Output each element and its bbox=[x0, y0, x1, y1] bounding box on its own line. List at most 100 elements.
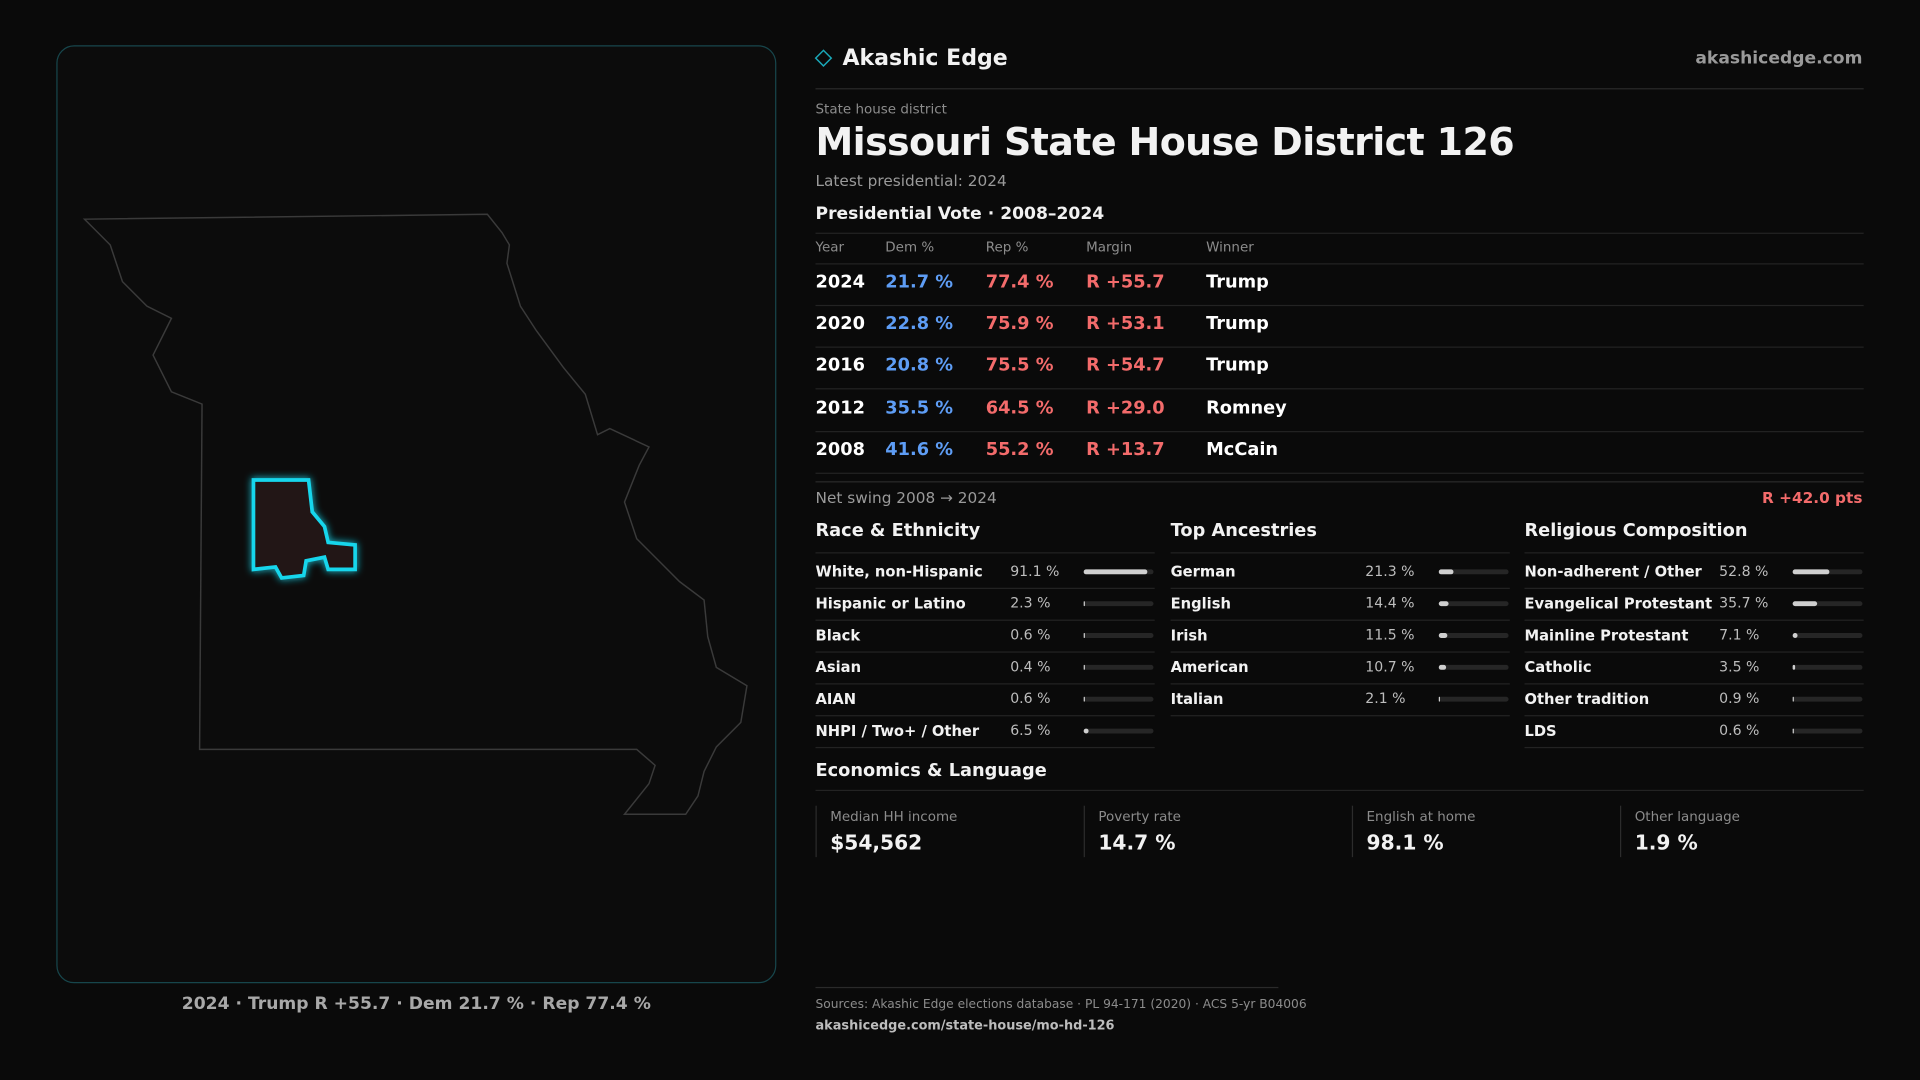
divider bbox=[815, 552, 1155, 554]
bar bbox=[1792, 696, 1794, 702]
bar-track bbox=[1438, 633, 1509, 638]
divider bbox=[815, 746, 1155, 749]
sources: Sources: Akashic Edge elections database… bbox=[815, 997, 1307, 1012]
stat-value: $54,562 bbox=[830, 831, 923, 855]
state-outline bbox=[82, 213, 748, 816]
table-cell: R +13.7 bbox=[1086, 440, 1165, 460]
swing-value: R +42.0 pts bbox=[1762, 488, 1863, 507]
divider bbox=[815, 304, 1864, 307]
table-cell: 21.7 % bbox=[885, 272, 954, 293]
item-name: Evangelical Protestant bbox=[1524, 595, 1713, 613]
bar bbox=[1792, 633, 1798, 638]
divider bbox=[1170, 552, 1510, 554]
item-value: 52.8 % bbox=[1719, 562, 1769, 580]
column-header: Margin bbox=[1086, 239, 1133, 256]
divider bbox=[815, 346, 1864, 348]
table-cell: Trump bbox=[1206, 356, 1269, 377]
stat-value: 98.1 % bbox=[1366, 831, 1444, 855]
column-header: Rep % bbox=[985, 239, 1029, 256]
table-cell: 22.8 % bbox=[885, 314, 954, 335]
bar-track bbox=[1083, 601, 1154, 607]
item-name: Mainline Protestant bbox=[1524, 626, 1689, 645]
bar-track bbox=[1438, 664, 1509, 670]
stat-border bbox=[1620, 805, 1622, 858]
item-value: 2.1 % bbox=[1365, 689, 1406, 707]
item-value: 0.6 % bbox=[1719, 721, 1760, 739]
item-value: 3.5 % bbox=[1719, 657, 1760, 676]
divider bbox=[815, 651, 1155, 653]
stat-value: 14.7 % bbox=[1098, 831, 1176, 855]
divider bbox=[1170, 619, 1510, 621]
divider bbox=[815, 715, 1155, 717]
item-name: Non-adherent / Other bbox=[1524, 563, 1702, 581]
stat-label: Other language bbox=[1634, 808, 1740, 825]
bar-track bbox=[1438, 569, 1509, 575]
table-cell: Romney bbox=[1206, 398, 1287, 418]
item-name: White, non-Hispanic bbox=[815, 563, 983, 581]
table-cell: 77.4 % bbox=[985, 272, 1054, 293]
table-cell: R +29.0 bbox=[1086, 398, 1165, 418]
item-value: 7.1 % bbox=[1719, 626, 1760, 644]
group-title: Religious Composition bbox=[1524, 521, 1748, 541]
table-cell: 35.5 % bbox=[885, 398, 954, 418]
brand-name: Akashic Edge bbox=[842, 45, 1008, 72]
table-cell: 41.6 % bbox=[885, 440, 954, 460]
item-value: 0.6 % bbox=[1010, 626, 1051, 644]
divider bbox=[815, 619, 1155, 621]
divider bbox=[815, 472, 1864, 474]
swing-label: Net swing 2008 → 2024 bbox=[815, 488, 997, 507]
divider bbox=[1524, 651, 1864, 653]
item-name: AIAN bbox=[815, 690, 857, 708]
item-name: Hispanic or Latino bbox=[815, 595, 966, 613]
stat-label: Median HH income bbox=[830, 808, 958, 825]
stat-border bbox=[815, 805, 817, 858]
bar bbox=[1438, 569, 1454, 575]
map-caption: 2024 · Trump R +55.7 · Dem 21.7 % · Rep … bbox=[181, 994, 651, 1014]
item-name: Catholic bbox=[1524, 658, 1592, 676]
item-name: Irish bbox=[1170, 626, 1208, 645]
divider bbox=[1524, 683, 1864, 685]
kicker: State house district bbox=[815, 101, 947, 117]
district-title: Missouri State House District 126 bbox=[815, 120, 1515, 165]
bar-track bbox=[1438, 601, 1509, 607]
item-value: 0.6 % bbox=[1010, 689, 1051, 707]
bar bbox=[1083, 728, 1089, 734]
item-name: German bbox=[1170, 563, 1236, 581]
item-value: 21.3 % bbox=[1365, 562, 1415, 580]
divider bbox=[815, 481, 1864, 483]
column-header: Winner bbox=[1206, 239, 1254, 256]
section-title: Presidential Vote · 2008–2024 bbox=[815, 204, 1105, 225]
item-name: Black bbox=[815, 626, 861, 645]
item-name: English bbox=[1170, 595, 1231, 613]
divider bbox=[1524, 715, 1864, 717]
table-cell: R +53.1 bbox=[1086, 314, 1165, 335]
stat-border bbox=[1083, 805, 1085, 858]
divider bbox=[1524, 552, 1864, 554]
bar-track bbox=[1792, 633, 1863, 638]
table-cell: 2020 bbox=[815, 314, 865, 335]
brand-site: akashicedge.com bbox=[1695, 48, 1863, 69]
divider bbox=[815, 789, 1864, 792]
bar-track bbox=[1083, 696, 1154, 702]
item-name: American bbox=[1170, 658, 1249, 676]
column-header: Dem % bbox=[885, 239, 935, 256]
bar-track bbox=[1438, 696, 1509, 702]
table-cell: 75.9 % bbox=[985, 314, 1054, 335]
bar-track bbox=[1792, 728, 1863, 734]
item-value: 11.5 % bbox=[1365, 626, 1415, 644]
table-cell: 64.5 % bbox=[985, 398, 1054, 418]
table-cell: 2016 bbox=[815, 356, 865, 377]
bar bbox=[1083, 601, 1086, 607]
item-value: 91.1 % bbox=[1010, 562, 1060, 580]
divider bbox=[815, 587, 1155, 589]
stat-border bbox=[1351, 805, 1354, 858]
bar-track bbox=[1792, 696, 1863, 702]
divider bbox=[815, 232, 1864, 234]
map-frame bbox=[56, 45, 777, 984]
divider bbox=[815, 683, 1155, 685]
divider bbox=[1170, 715, 1510, 717]
table-cell: 55.2 % bbox=[985, 440, 1054, 460]
divider bbox=[815, 388, 1864, 390]
